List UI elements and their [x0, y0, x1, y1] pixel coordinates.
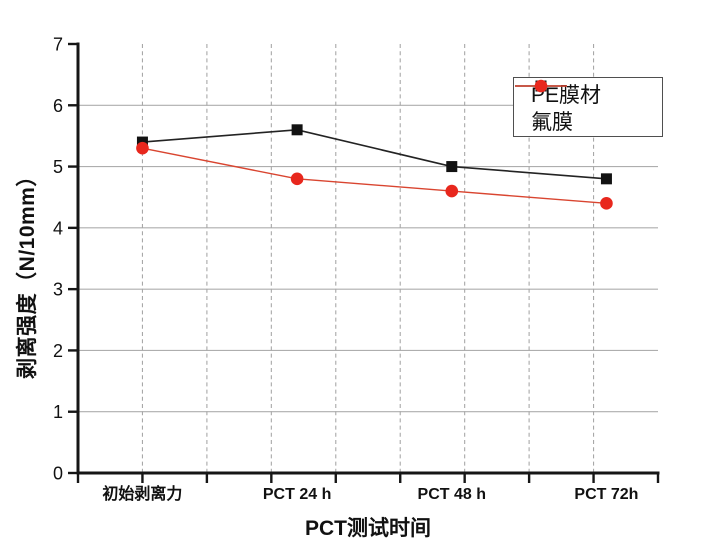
legend-label-pe-film: PE膜材 [531, 83, 602, 107]
x-tick-label: PCT 72h [574, 486, 638, 503]
data-point-square [446, 161, 458, 173]
legend-label-fluoro-film: 氟膜 [531, 110, 573, 134]
x-tick-label: 初始剥离力 [102, 484, 182, 503]
legend-circle-marker-swatch [515, 79, 567, 93]
data-point-square [600, 173, 612, 185]
series-line-0 [142, 128, 607, 180]
x-tick-label: PCT 48 h [418, 486, 486, 503]
y-tick-label: 4 [53, 218, 63, 238]
legend: PE膜材 氟膜 [513, 77, 663, 137]
legend-item-fluoro-film: 氟膜 [515, 79, 656, 134]
data-point-circle [600, 197, 613, 210]
y-tick-label: 2 [53, 341, 63, 361]
data-point-circle [290, 172, 304, 186]
y-tick-label: 5 [53, 157, 63, 177]
y-tick-label: 3 [53, 280, 63, 300]
y-axis-title: 剥离强度（N/10mm） [16, 165, 39, 379]
x-tick-label: PCT 24 h [263, 486, 331, 503]
x-axis-title: PCT测试时间 [305, 517, 431, 540]
series-line-1 [142, 147, 607, 205]
data-point-circle [136, 141, 149, 155]
y-tick-label: 1 [53, 402, 63, 422]
data-point-square [291, 124, 303, 136]
data-point-circle [445, 184, 459, 198]
y-tick-label: 7 [53, 35, 63, 55]
y-tick-label: 0 [53, 464, 63, 484]
y-tick-label: 6 [53, 96, 63, 116]
